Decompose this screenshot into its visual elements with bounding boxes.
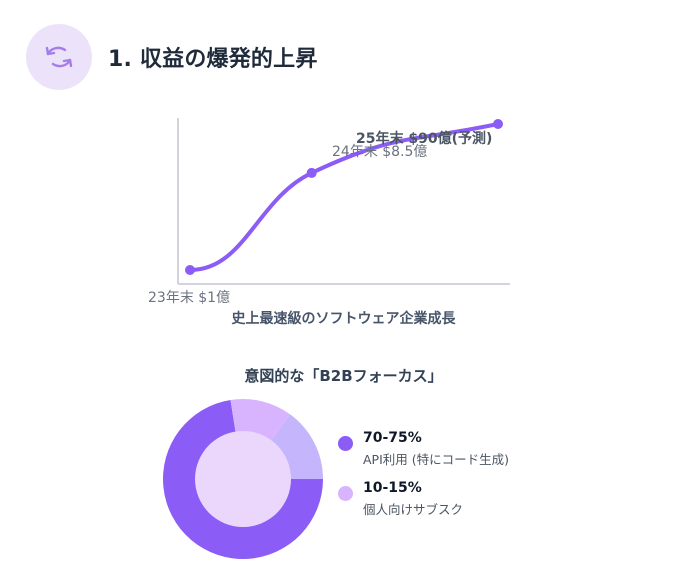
legend-value: 70-75%: [363, 430, 422, 446]
donut-legend: 70-75% API利用 (特にコード生成) 10-15% 個人向けサブスク: [338, 430, 509, 530]
legend-item: 10-15% 個人向けサブスク: [338, 480, 509, 518]
data-point: [306, 167, 317, 178]
point-label: 23年末 $1億: [148, 290, 230, 306]
point-label: 24年末 $8.5億: [332, 144, 427, 160]
legend-label: 個人向けサブスク: [363, 502, 464, 517]
b2b-donut-chart: [163, 399, 323, 559]
page-title: 1. 収益の爆発的上昇: [108, 47, 318, 72]
legend-label: API利用 (特にコード生成): [363, 452, 510, 467]
legend-swatch-consumer: [338, 486, 353, 501]
data-point: [185, 265, 195, 275]
legend-swatch-api: [338, 436, 353, 451]
chart-caption: 史上最速級のソフトウェア企業成長: [231, 311, 456, 327]
point-label: 25年末 $90億(予測): [356, 130, 492, 147]
legend-value: 10-15%: [363, 480, 422, 496]
rotate-arrows-icon: [26, 24, 92, 90]
legend-item: 70-75% API利用 (特にコード生成): [338, 430, 509, 468]
section-header: 1. 収益の爆発的上昇: [26, 24, 318, 90]
data-point: [493, 119, 503, 129]
donut-center: [195, 431, 291, 527]
donut-title: 意図的な「B2Bフォーカス」: [244, 367, 443, 385]
